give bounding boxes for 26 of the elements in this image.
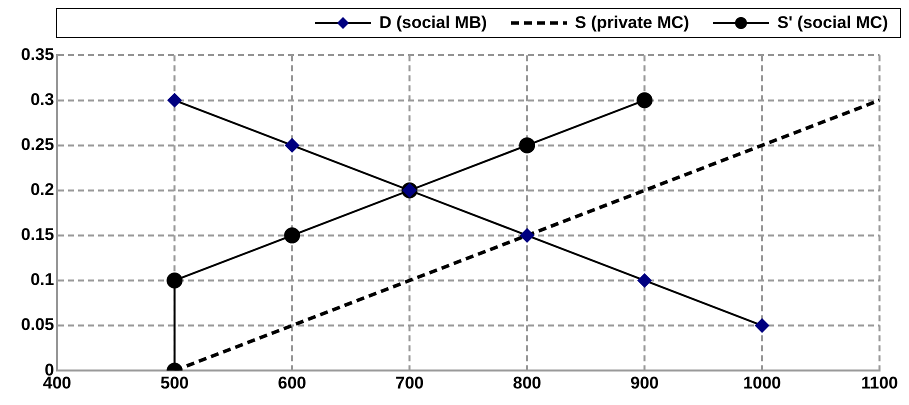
y-tick-label: 0.25 <box>20 135 54 154</box>
legend-label: S (private MC) <box>574 13 690 33</box>
point <box>755 318 770 333</box>
y-tick-label: 0.3 <box>30 90 54 109</box>
y-tick-label: 0.2 <box>30 180 54 200</box>
point <box>284 227 300 244</box>
x-tick-label: 500 <box>160 373 189 392</box>
y-tick-label: 0.1 <box>30 270 54 290</box>
point <box>166 272 183 288</box>
point <box>520 228 534 242</box>
x-tick-label: 1000 <box>743 373 781 392</box>
legend-label: D (social MB) <box>379 13 487 33</box>
point <box>168 93 182 108</box>
x-tick-label: 900 <box>630 373 659 392</box>
point <box>285 138 300 152</box>
legend-label: S' (social MC) <box>777 13 888 33</box>
point <box>519 137 536 154</box>
y-tick-label: 0.05 <box>20 315 54 334</box>
y-tick-label: 0.35 <box>20 44 54 64</box>
x-tick-label: 700 <box>395 373 424 392</box>
point <box>638 273 652 288</box>
x-tick-label: 1100 <box>861 373 898 392</box>
y-tick-label: 0.15 <box>20 225 54 244</box>
x-tick-label: 600 <box>278 373 306 392</box>
x-tick-label: 800 <box>512 373 542 392</box>
point <box>636 92 653 108</box>
